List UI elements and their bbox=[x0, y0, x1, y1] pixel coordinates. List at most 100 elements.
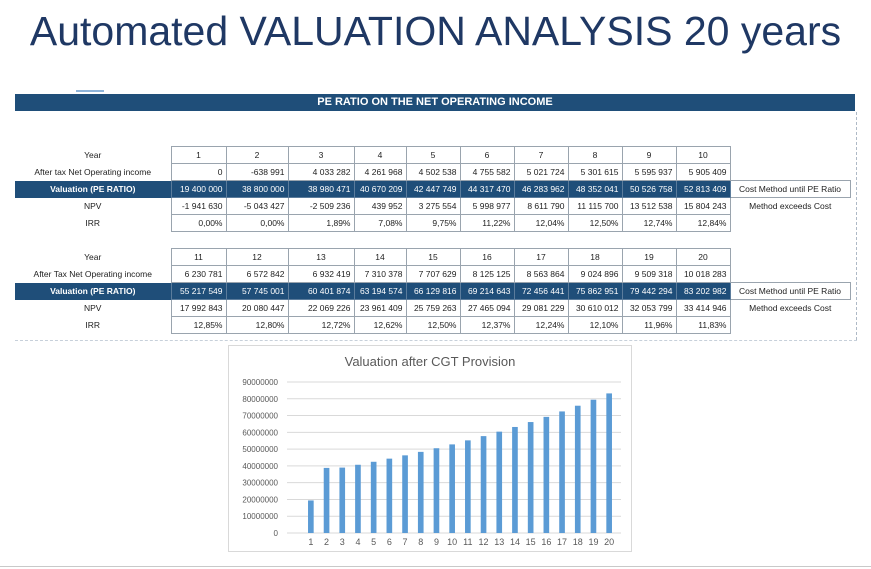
irr-cell: 12,80% bbox=[225, 316, 289, 334]
npv-cell: 3 275 554 bbox=[405, 197, 461, 215]
irr-cell: 9,75% bbox=[405, 214, 461, 232]
npv-cell: 32 053 799 bbox=[621, 299, 677, 317]
bar bbox=[465, 440, 471, 533]
year-cell: 20 bbox=[675, 248, 731, 266]
valuation-table-years-11-20: Year 11 12 13 14 15 16 17 18 19 20 After… bbox=[15, 248, 851, 334]
year-cell: 17 bbox=[513, 248, 569, 266]
valuation-cell: 52 813 409 bbox=[675, 180, 731, 198]
income-row: After Tax Net Operating income 6 230 781… bbox=[15, 265, 850, 283]
empty-note bbox=[730, 164, 850, 181]
npv-cell: 439 952 bbox=[353, 197, 407, 215]
x-tick-label: 9 bbox=[434, 537, 439, 547]
bar bbox=[402, 455, 408, 533]
npv-cell: 11 115 700 bbox=[567, 197, 623, 215]
npv-cell: 15 804 243 bbox=[675, 197, 731, 215]
bar bbox=[449, 444, 455, 533]
bar bbox=[543, 416, 550, 533]
income-cell: 4 261 968 bbox=[353, 163, 407, 181]
valuation-cell: 38 980 471 bbox=[287, 180, 355, 198]
valuation-cell: 38 800 000 bbox=[225, 180, 289, 198]
valuation-row: Valuation (PE RATIO) 19 400 000 38 800 0… bbox=[15, 180, 851, 198]
year-label: Year bbox=[84, 150, 102, 160]
npv-row: NPV -1 941 630 -5 043 427 -2 509 236 439… bbox=[15, 197, 850, 215]
income-cell: 5 021 724 bbox=[513, 163, 569, 181]
bar bbox=[590, 399, 597, 533]
irr-cell: 12,37% bbox=[459, 316, 515, 334]
irr-cell: 11,83% bbox=[675, 316, 731, 334]
y-tick-label: 60000000 bbox=[242, 428, 278, 437]
income-cell: 7 707 629 bbox=[405, 265, 461, 283]
income-cell: 7 310 378 bbox=[353, 265, 407, 283]
chart-plot: 0 10000000 20000000 30000000 40000000 5000000… bbox=[242, 378, 621, 547]
valuation-label: Valuation (PE RATIO) bbox=[15, 282, 171, 300]
x-tick-label: 2 bbox=[324, 537, 329, 547]
npv-cell: -2 509 236 bbox=[287, 197, 355, 215]
year-cell: 8 bbox=[567, 146, 623, 164]
npv-cell: 33 414 946 bbox=[675, 299, 731, 317]
year-cell: 19 bbox=[621, 248, 677, 266]
bar bbox=[417, 451, 424, 533]
income-cell: 4 502 538 bbox=[405, 163, 461, 181]
bar bbox=[433, 448, 440, 533]
valuation-cell: 66 129 816 bbox=[405, 282, 461, 300]
income-cell: 9 024 896 bbox=[567, 265, 623, 283]
income-cell: 6 572 842 bbox=[225, 265, 289, 283]
valuation-cell: 50 526 758 bbox=[621, 180, 677, 198]
bottom-rule bbox=[0, 566, 871, 567]
valuation-cell: 69 214 643 bbox=[459, 282, 515, 300]
irr-cell: 12,62% bbox=[353, 316, 407, 334]
valuation-cell: 19 400 000 bbox=[170, 180, 227, 198]
valuation-cell: 75 862 951 bbox=[567, 282, 623, 300]
x-tick-label: 12 bbox=[479, 537, 489, 547]
valuation-cell: 83 202 982 bbox=[675, 282, 731, 300]
bar bbox=[480, 436, 487, 533]
y-tick-label: 20000000 bbox=[242, 495, 278, 504]
income-cell: 10 018 283 bbox=[675, 265, 731, 283]
irr-cell: 0,00% bbox=[225, 214, 289, 232]
irr-row: IRR 0,00% 0,00% 1,89% 7,08% 9,75% 11,22%… bbox=[15, 214, 850, 232]
x-tick-label: 10 bbox=[447, 537, 457, 547]
valuation-cell: 42 447 749 bbox=[405, 180, 461, 198]
y-tick-label: 30000000 bbox=[242, 479, 278, 488]
irr-cell: 12,50% bbox=[405, 316, 461, 334]
y-tick-label: 50000000 bbox=[242, 445, 278, 454]
valuation-label: Valuation (PE RATIO) bbox=[15, 180, 171, 198]
income-cell: 4 033 282 bbox=[287, 163, 355, 181]
irr-cell: 11,22% bbox=[459, 214, 515, 232]
valuation-cell: 57 745 001 bbox=[225, 282, 289, 300]
bar bbox=[574, 405, 581, 533]
valuation-cell: 60 401 874 bbox=[287, 282, 355, 300]
empty-note bbox=[730, 317, 850, 334]
irr-label: IRR bbox=[85, 218, 101, 228]
npv-cell: 30 610 012 bbox=[567, 299, 623, 317]
income-row: After tax Net Operating income 0 -638 99… bbox=[15, 163, 850, 181]
bar bbox=[559, 411, 565, 533]
irr-cell: 12,84% bbox=[675, 214, 731, 232]
year-cell: 9 bbox=[621, 146, 677, 164]
npv-note: Method exceeds Cost bbox=[749, 201, 832, 212]
y-tick-label: 40000000 bbox=[242, 462, 278, 471]
bar bbox=[355, 464, 361, 533]
bar bbox=[308, 500, 314, 533]
y-tick-label: 0 bbox=[274, 529, 279, 538]
bar bbox=[606, 393, 612, 533]
income-cell: 9 509 318 bbox=[621, 265, 677, 283]
y-tick-label: 10000000 bbox=[242, 512, 278, 521]
x-tick-label: 17 bbox=[557, 537, 567, 547]
empty-note bbox=[730, 147, 850, 164]
bar bbox=[496, 431, 503, 533]
npv-cell: 13 512 538 bbox=[621, 197, 677, 215]
year-cell: 7 bbox=[513, 146, 569, 164]
year-row: Year 11 12 13 14 15 16 17 18 19 20 bbox=[15, 248, 850, 266]
year-cell: 2 bbox=[225, 146, 289, 164]
npv-row: NPV 17 992 843 20 080 447 22 069 226 23 … bbox=[15, 299, 850, 317]
x-tick-label: 7 bbox=[403, 537, 408, 547]
x-tick-label: 3 bbox=[340, 537, 345, 547]
year-cell: 16 bbox=[459, 248, 515, 266]
chart-title: Valuation after CGT Provision bbox=[344, 354, 516, 369]
x-tick-label: 16 bbox=[541, 537, 551, 547]
year-cell: 11 bbox=[170, 248, 227, 266]
npv-cell: 29 081 229 bbox=[513, 299, 569, 317]
valuation-note: Cost Method until PE Ratio bbox=[729, 282, 851, 300]
npv-cell: 5 998 977 bbox=[459, 197, 515, 215]
